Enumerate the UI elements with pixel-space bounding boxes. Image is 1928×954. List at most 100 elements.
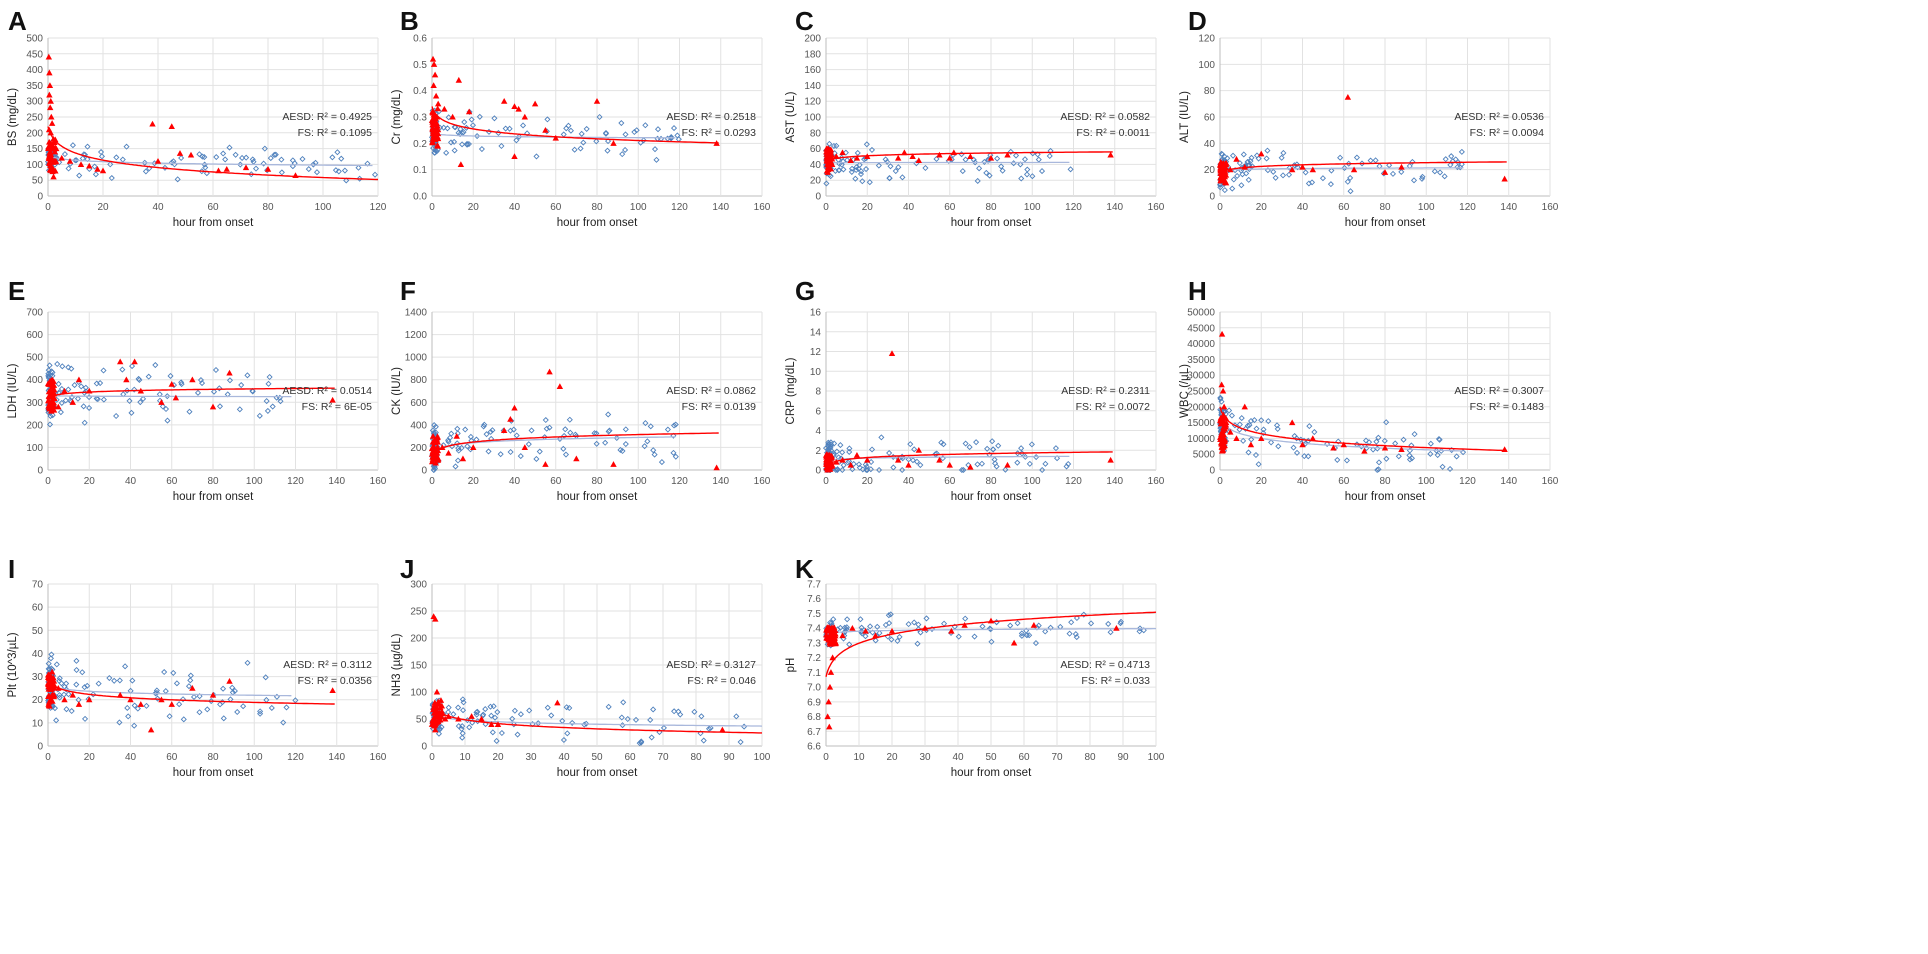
aesd-point [187,151,195,158]
fs-point [593,440,600,447]
aesd-point [864,153,871,160]
aesd-point [853,154,861,161]
aesd-point [1381,444,1389,451]
fs-point [868,146,876,153]
fs-point [658,459,665,466]
y-axis-label: CK (IU/L) [391,367,403,415]
fs-point [1253,152,1261,159]
y-tick-label: 0 [1209,466,1215,477]
y-tick-label: 120 [804,97,821,108]
fs-point [283,704,290,711]
aesd-point [823,464,830,471]
y-tick-label: 500 [26,353,43,364]
aesd-point [1299,163,1306,170]
x-tick-label: 20 [84,752,96,763]
r2-fs-label: FS: R² = 0.1483 [1470,401,1545,413]
aesd-point [48,390,55,396]
y-tick-label: 500 [26,34,43,45]
aesd-point [546,368,553,375]
fs-point [474,708,481,715]
x-tick-label: 50 [591,752,603,763]
fs-point [61,151,68,158]
fs-point [733,713,740,720]
aesd-point [1113,624,1120,631]
r2-fs-label: FS: R² = 0.0011 [1076,127,1150,139]
fs-point [231,687,238,695]
aesd-point [1220,411,1227,418]
fs-point [81,684,88,691]
aesd-point [1218,330,1226,337]
fs-point [1431,168,1438,175]
fs-point [1375,459,1383,466]
fs-point [445,114,452,121]
aesd-point [47,98,54,104]
fs-point [45,373,53,380]
fs-point [438,724,445,731]
aesd-point [849,624,856,631]
y-tick-label: 200 [26,128,43,139]
fs-point [497,451,504,458]
fs-point [271,151,278,158]
y-axis-label: pH [785,658,797,673]
aesd-point [433,113,441,120]
fs-point [226,377,234,384]
x-tick-label: 20 [468,202,480,213]
fs-point [239,154,246,161]
fs-point [915,626,922,633]
fs-point [1245,176,1252,183]
aesd-point [47,141,55,148]
fs-point [677,711,684,718]
fs-point [567,429,574,436]
fs-point [445,437,452,444]
x-tick-label: 80 [1084,752,1096,763]
fs-point [835,167,842,174]
aesd-point [465,108,473,115]
aesd-point [921,624,929,631]
x-tick-label: 140 [1500,476,1517,487]
fs-point [858,628,865,635]
panel-letter: K [795,554,814,584]
fs-point [329,154,336,161]
x-tick-label: 140 [712,202,729,213]
fs-point [886,449,893,457]
fs-point [978,460,985,467]
aesd-point [75,376,83,383]
r2-fs-label: FS: R² = 0.1095 [298,127,373,139]
fs-point [491,115,498,122]
aesd-point [429,135,437,142]
fs-point [1063,463,1070,470]
aesd-point [1309,166,1317,173]
x-tick-label: 40 [558,752,570,763]
aesd-point [50,145,58,152]
aesd-point [48,404,55,411]
x-tick-label: 0 [429,202,435,213]
aesd-point [552,134,559,141]
y-tick-label: 160 [804,65,821,76]
aesd-point [1398,163,1405,170]
fs-point [622,146,629,154]
aesd-point [438,702,446,709]
fs-point [78,383,85,390]
aesd-point [77,161,85,167]
aesd-point [823,167,831,174]
aesd-point [45,701,52,707]
fs-point [833,142,840,149]
fs-point [63,680,70,687]
fs-point [941,620,948,627]
fs-point [433,148,440,155]
fs-point [1353,154,1360,161]
x-axis-label: hour from onset [1345,491,1426,503]
aesd-point [86,162,93,169]
fs-point [1279,172,1287,179]
x-tick-label: 160 [754,202,771,213]
x-tick-label: 60 [624,752,636,763]
chart-panel-I: I 0 10 20 30 40 50 60 70 0 20 40 60 80 100 120 140 160 hou… [7,554,387,779]
fs-point [1449,158,1456,165]
fs-point [63,706,70,713]
aesd-point [828,630,835,637]
fs-point [69,142,76,149]
aesd-point [430,61,438,67]
x-tick-label: 100 [1024,476,1041,487]
aesd-point [1217,436,1224,442]
aesd-point [826,723,833,730]
